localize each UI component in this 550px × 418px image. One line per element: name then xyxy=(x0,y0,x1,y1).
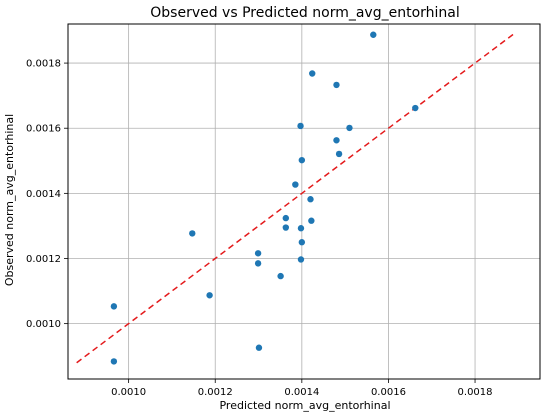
data-point xyxy=(308,217,315,224)
y-axis-label: Observed norm_avg_entorhinal xyxy=(3,114,16,286)
data-point xyxy=(277,272,284,280)
data-point xyxy=(292,181,299,188)
data-point xyxy=(254,250,262,257)
x-axis-label: Predicted norm_avg_entorhinal xyxy=(219,399,390,412)
y-tick-label: 0.0014 xyxy=(26,189,61,200)
y-axis-ticks: 0.0010 0.0012 0.0014 0.0016 0.0018 xyxy=(26,59,68,330)
data-point xyxy=(255,344,263,351)
data-point xyxy=(333,81,340,89)
y-tick-label: 0.0018 xyxy=(26,59,61,70)
data-point xyxy=(333,137,340,144)
reference-line xyxy=(76,33,515,364)
points-layer xyxy=(110,31,419,365)
data-point xyxy=(298,156,306,164)
x-tick-label: 0.0012 xyxy=(198,387,233,398)
data-point xyxy=(370,31,377,38)
y-tick-label: 0.0016 xyxy=(26,124,61,135)
reference-line-layer xyxy=(76,33,515,364)
data-point xyxy=(335,150,343,158)
x-tick-label: 0.0018 xyxy=(458,387,493,398)
grid xyxy=(68,24,540,379)
x-tick-label: 0.0010 xyxy=(111,387,146,398)
y-tick-label: 0.0012 xyxy=(26,254,61,265)
data-point xyxy=(282,214,290,222)
data-point xyxy=(189,230,196,237)
data-point xyxy=(307,196,314,203)
y-tick-label: 0.0010 xyxy=(26,319,61,330)
x-tick-label: 0.0014 xyxy=(284,387,319,398)
data-point xyxy=(297,225,305,232)
data-point xyxy=(309,70,316,77)
data-point xyxy=(254,260,262,267)
data-point xyxy=(298,239,306,246)
chart-title: Observed vs Predicted norm_avg_entorhina… xyxy=(150,5,460,21)
data-point xyxy=(346,124,353,132)
plot-frame xyxy=(67,23,541,380)
data-point xyxy=(297,122,304,130)
data-point xyxy=(110,303,118,310)
data-point xyxy=(412,104,419,112)
x-axis-ticks: 0.0010 0.0012 0.0014 0.0016 0.0018 xyxy=(111,379,493,398)
data-point xyxy=(110,358,118,365)
data-point xyxy=(297,256,305,263)
data-point xyxy=(206,292,213,299)
x-tick-label: 0.0016 xyxy=(371,387,406,398)
data-point xyxy=(282,224,290,231)
